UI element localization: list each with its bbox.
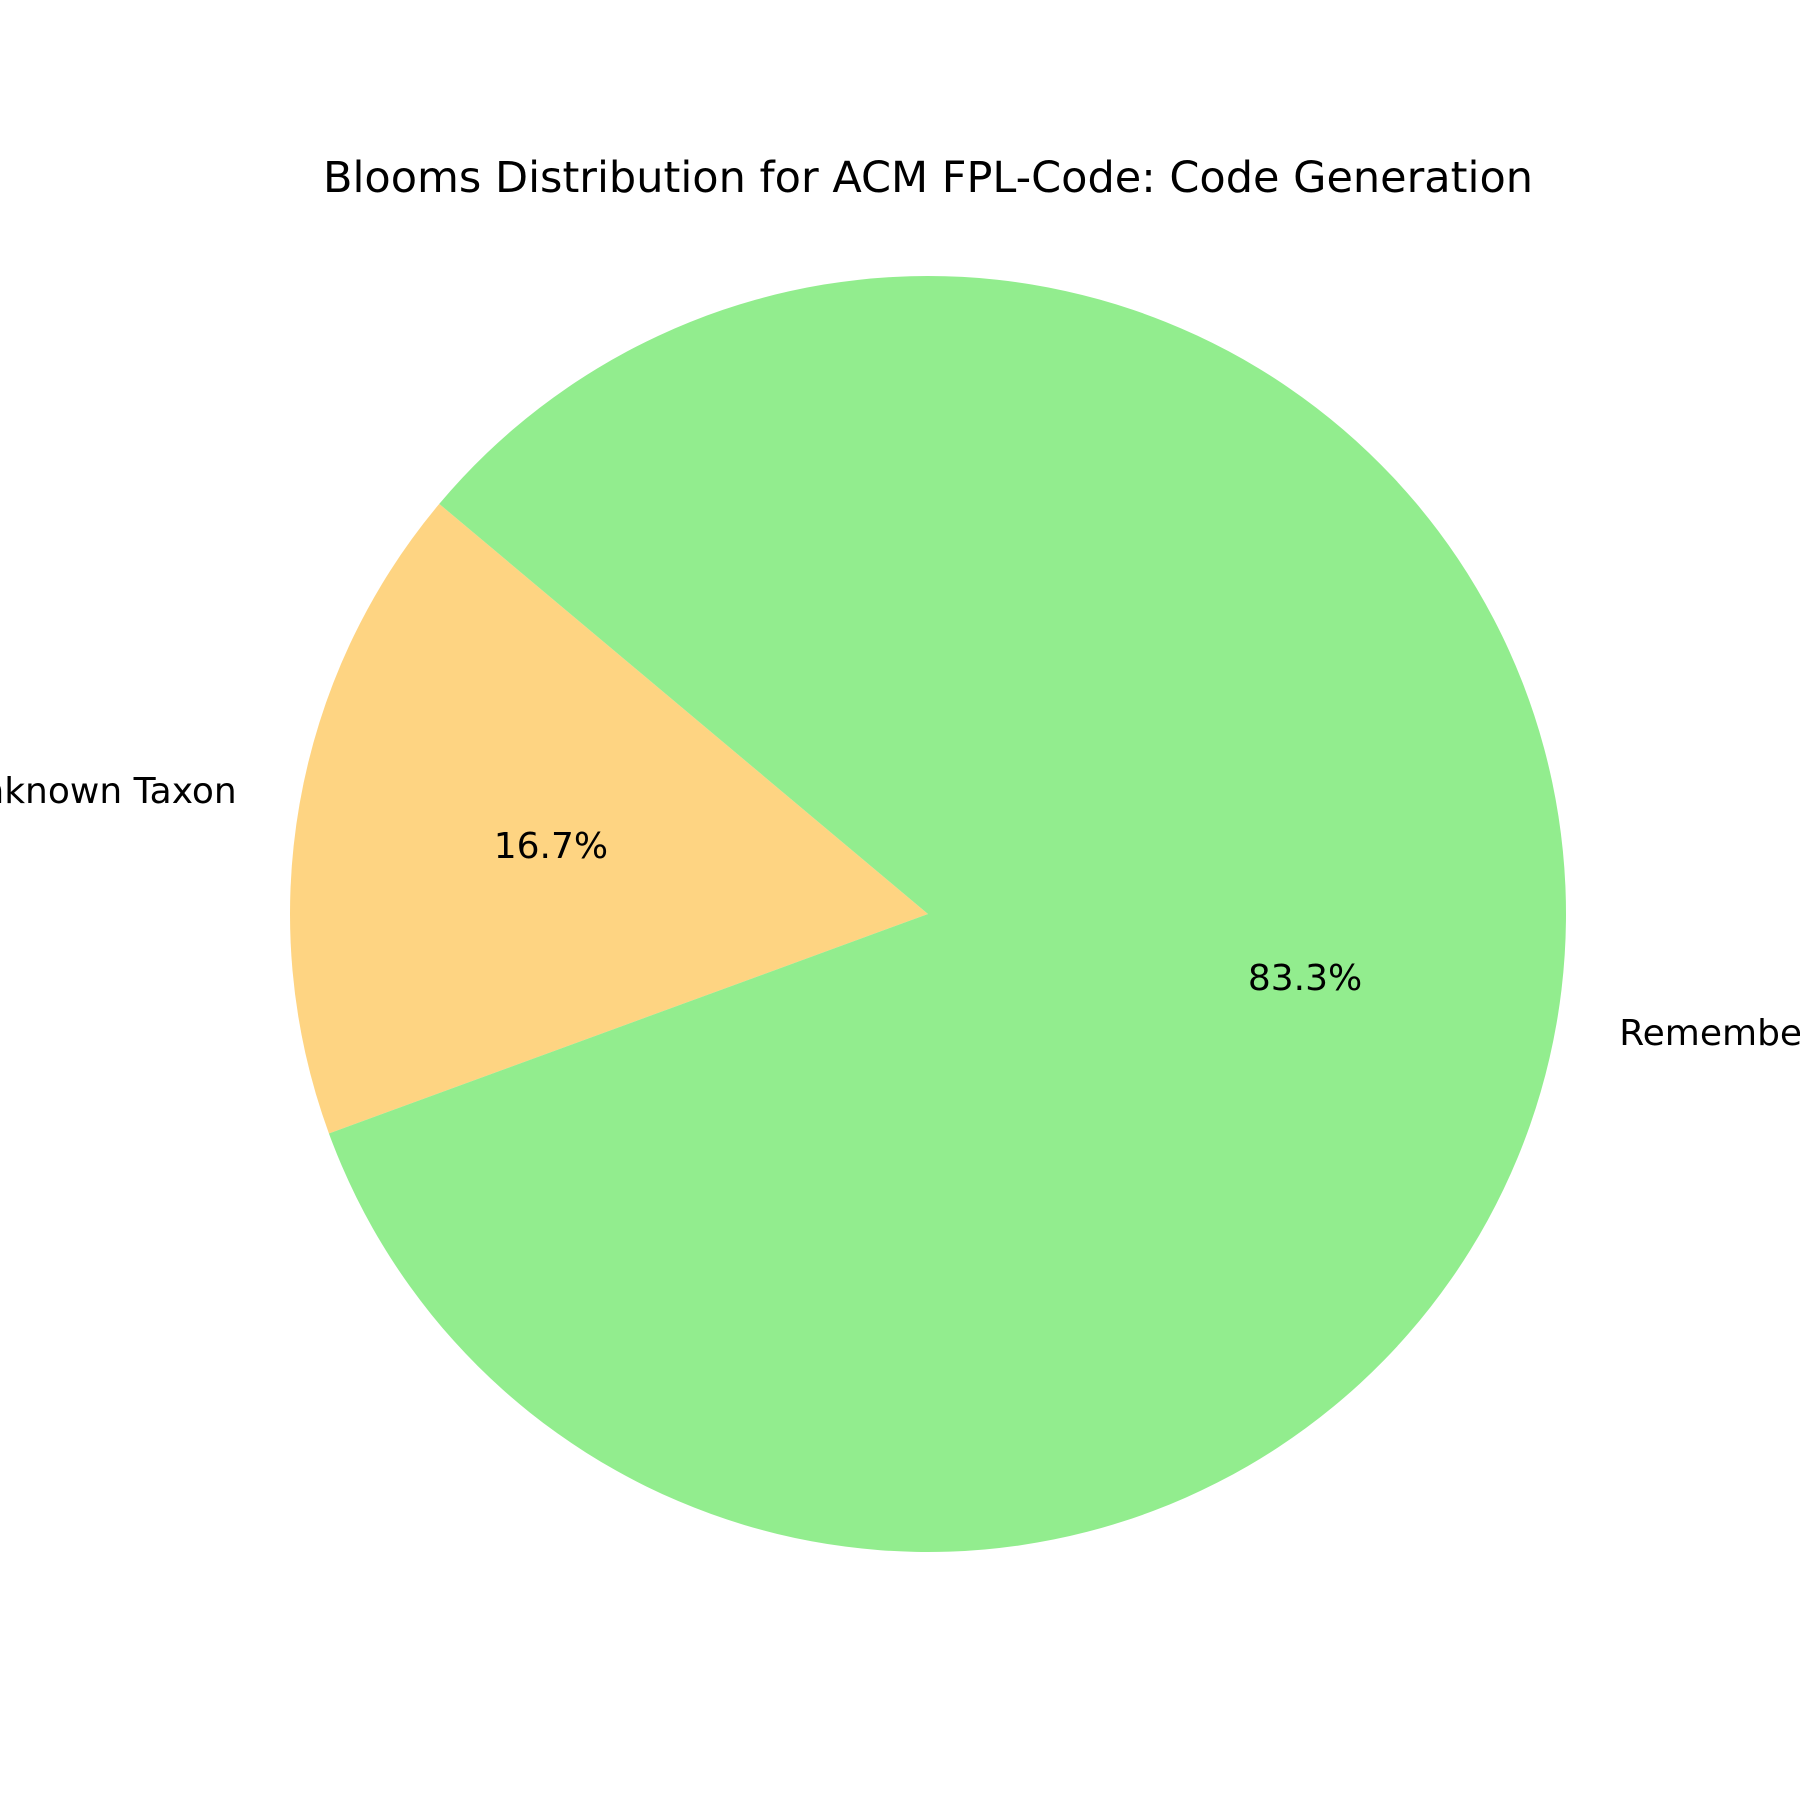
pct-label-unknown-taxon: 16.7% [494,826,608,867]
slice-label-remember-taxon: Remember Taxon [1619,1013,1800,1054]
pie-slice-remember-taxon [328,276,1566,1552]
pie-labels: Unknown Taxon 16.7% Remember Taxon 83.3% [0,771,1800,1054]
slice-label-unknown-taxon: Unknown Taxon [0,771,237,812]
pie-slices [289,276,1566,1552]
chart-title: Blooms Distribution for ACM FPL-Code: Co… [323,153,1533,203]
pie-slice-unknown-taxon [289,503,928,1134]
pct-label-remember-taxon: 83.3% [1248,958,1362,999]
